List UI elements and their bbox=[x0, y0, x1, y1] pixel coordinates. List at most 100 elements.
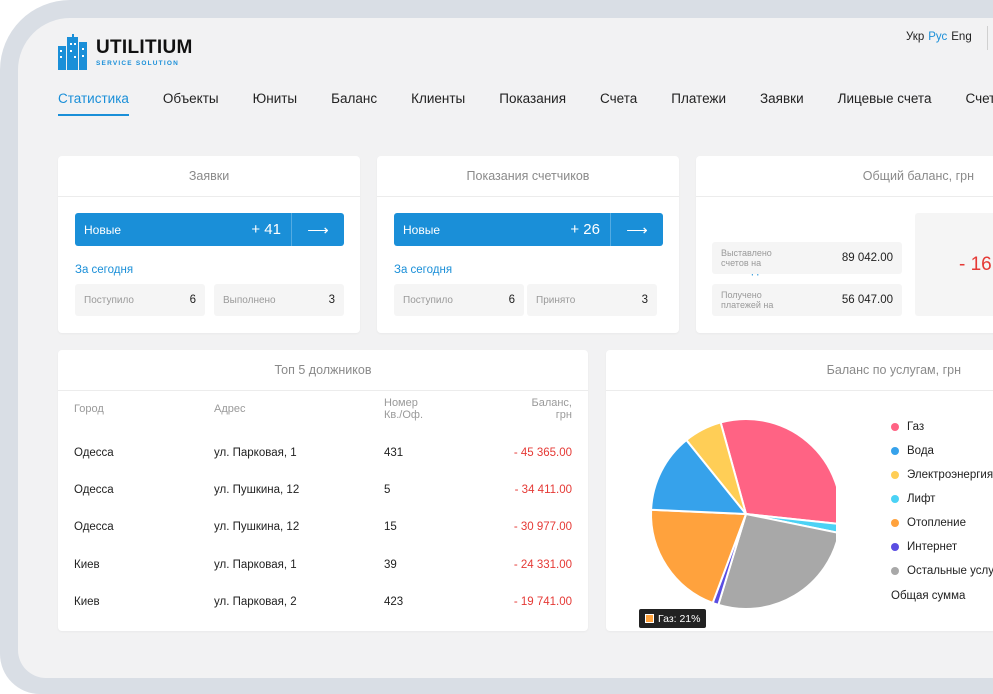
nav-readings[interactable]: Показания bbox=[499, 91, 567, 106]
cell-balance: - 24 331.00 bbox=[513, 558, 572, 571]
cell-address: ул. Пушкина, 12 bbox=[214, 521, 300, 534]
nav-balance[interactable]: Баланс bbox=[331, 91, 378, 106]
nav-statistics[interactable]: Статистика bbox=[58, 91, 129, 116]
requests-card-title: Заявки bbox=[58, 156, 360, 197]
stat-value: 89 042.00 bbox=[841, 252, 893, 264]
top-debtors-card: Топ 5 должников Город Адрес Номер Кв./Оф… bbox=[58, 350, 588, 631]
debtors-table: Город Адрес Номер Кв./Оф. Баланс, грн Од… bbox=[74, 394, 572, 621]
cell-city: Одесса bbox=[74, 521, 114, 534]
column-address[interactable]: Адрес bbox=[214, 403, 246, 415]
nav-accounts[interactable]: Счет bbox=[965, 91, 993, 106]
legend-item[interactable]: Газ bbox=[891, 415, 993, 439]
requests-new-button[interactable]: Новые + 41 ⟶ bbox=[75, 213, 344, 246]
stat-value: 6 bbox=[189, 294, 196, 306]
legend-label: Остальные услуги bbox=[907, 565, 993, 577]
legend-dot-icon bbox=[891, 567, 899, 575]
nav-units[interactable]: Юниты bbox=[252, 91, 298, 106]
services-pie-chart[interactable] bbox=[606, 391, 836, 631]
cell-apartment: 431 bbox=[384, 446, 404, 459]
legend-dot-icon bbox=[891, 519, 899, 527]
pie-slice-Отопление[interactable] bbox=[650, 508, 748, 605]
meter-readings-card: Показания счетчиков Новые + 26 ⟶ За сего… bbox=[377, 156, 679, 333]
stat-label: Выполнено bbox=[223, 294, 276, 306]
table-row[interactable]: Киев ул. Парковая, 2 423 - 19 741.00 bbox=[74, 584, 572, 621]
nav-objects[interactable]: Объекты bbox=[162, 91, 219, 106]
meters-accepted-stat: Принято 3 bbox=[527, 284, 657, 316]
cell-city: Киев bbox=[74, 558, 100, 571]
logo[interactable]: UTILITIUM SERVICE SOLUTION bbox=[58, 34, 193, 70]
column-apartment[interactable]: Номер Кв./Оф. bbox=[384, 397, 424, 421]
debtors-card-title: Топ 5 должников bbox=[58, 350, 588, 391]
pie-legend: Газ Вода Электроэнергия Лифт Отопление Интерн… bbox=[891, 415, 993, 583]
lang-rus[interactable]: Рус bbox=[928, 31, 948, 43]
requests-done-stat: Выполнено 3 bbox=[214, 284, 344, 316]
pie-slice-Электроэнергия[interactable] bbox=[684, 421, 747, 515]
tooltip-swatch bbox=[645, 614, 654, 623]
nav-clients[interactable]: Клиенты bbox=[411, 91, 466, 106]
balance-card-title: Общий баланс, грн bbox=[696, 156, 993, 197]
balance-total-value: - 16 bbox=[915, 213, 993, 316]
legend-item[interactable]: Электроэнергия bbox=[891, 463, 993, 487]
table-row[interactable]: Киев ул. Парковая, 1 39 - 24 331.00 bbox=[74, 546, 572, 583]
meters-new-button[interactable]: Новые + 26 ⟶ bbox=[394, 213, 663, 246]
nav-requests[interactable]: Заявки bbox=[760, 91, 804, 106]
cell-balance: - 45 365.00 bbox=[513, 446, 572, 459]
stat-label: Поступило bbox=[403, 294, 453, 306]
meters-today-link[interactable]: За сегодня bbox=[394, 264, 453, 276]
screen: UTILITIUM SERVICE SOLUTION Укр Рус Eng С… bbox=[18, 18, 993, 678]
legend-item[interactable]: Остальные услуги bbox=[891, 559, 993, 583]
table-row[interactable]: Одесса ул. Пушкина, 12 15 - 30 977.00 bbox=[74, 509, 572, 546]
legend-label: Электроэнергия bbox=[907, 469, 993, 481]
nav-payments[interactable]: Платежи bbox=[671, 91, 727, 106]
legend-label: Интернет bbox=[907, 541, 958, 553]
cell-address: ул. Парковая, 1 bbox=[214, 558, 297, 571]
meters-new-count: + 26 bbox=[570, 221, 600, 238]
logo-title: UTILITIUM bbox=[96, 36, 193, 58]
pie-slice-Лифт[interactable] bbox=[745, 513, 836, 534]
column-balance[interactable]: Баланс, грн bbox=[531, 397, 572, 421]
services-chart-area: Газ: 21% Газ Вода Электроэнергия Лифт Отопле… bbox=[606, 391, 993, 631]
lang-eng[interactable]: Eng bbox=[951, 31, 972, 43]
cell-city: Одесса bbox=[74, 484, 114, 497]
legend-item[interactable]: Отопление bbox=[891, 511, 993, 535]
meters-new-label: Новые bbox=[403, 222, 441, 237]
nav-personal-accounts[interactable]: Лицевые счета bbox=[837, 91, 932, 106]
cell-city: Одесса bbox=[74, 446, 114, 459]
requests-new-label: Новые bbox=[84, 222, 122, 237]
services-card-title: Баланс по услугам, грн bbox=[606, 350, 993, 391]
language-switcher: Укр Рус Eng bbox=[906, 31, 972, 43]
cell-balance: - 30 977.00 bbox=[513, 521, 572, 534]
pie-slice-Газ[interactable] bbox=[719, 418, 836, 525]
legend-dot-icon bbox=[891, 471, 899, 479]
column-city[interactable]: Город bbox=[74, 403, 104, 415]
services-total-label: Общая сумма bbox=[891, 590, 966, 602]
cell-address: ул. Парковая, 2 bbox=[214, 596, 297, 609]
stat-value: 3 bbox=[328, 294, 335, 306]
stat-value: 3 bbox=[641, 294, 648, 306]
header-divider bbox=[987, 26, 988, 50]
balance-invoiced-row: Выставлено счетов на 89 042.00 bbox=[712, 242, 902, 274]
legend-item[interactable]: Лифт bbox=[891, 487, 993, 511]
cell-apartment: 15 bbox=[384, 521, 397, 534]
stat-value: 6 bbox=[508, 294, 515, 306]
legend-item[interactable]: Вода bbox=[891, 439, 993, 463]
pie-slice-Вода[interactable] bbox=[650, 438, 749, 516]
stat-label: Принято bbox=[536, 294, 576, 306]
cell-balance: - 19 741.00 bbox=[513, 596, 572, 609]
lang-ukr[interactable]: Укр bbox=[906, 31, 925, 43]
legend-label: Лифт bbox=[907, 493, 936, 505]
requests-today-link[interactable]: За сегодня bbox=[75, 264, 134, 276]
arrow-right-icon[interactable]: ⟶ bbox=[291, 213, 344, 246]
building-logo-icon bbox=[58, 34, 87, 70]
legend-dot-icon bbox=[891, 423, 899, 431]
cell-apartment: 5 bbox=[384, 484, 391, 497]
cell-balance: - 34 411.00 bbox=[514, 484, 572, 497]
table-row[interactable]: Одесса ул. Пушкина, 12 5 - 34 411.00 bbox=[74, 471, 572, 508]
pie-slice-Остальные услуги[interactable] bbox=[717, 512, 836, 610]
nav-invoices[interactable]: Счета bbox=[600, 91, 638, 106]
legend-item[interactable]: Интернет bbox=[891, 535, 993, 559]
legend-dot-icon bbox=[891, 495, 899, 503]
arrow-right-icon[interactable]: ⟶ bbox=[610, 213, 663, 246]
table-row[interactable]: Одесса ул. Парковая, 1 431 - 45 365.00 bbox=[74, 434, 572, 471]
